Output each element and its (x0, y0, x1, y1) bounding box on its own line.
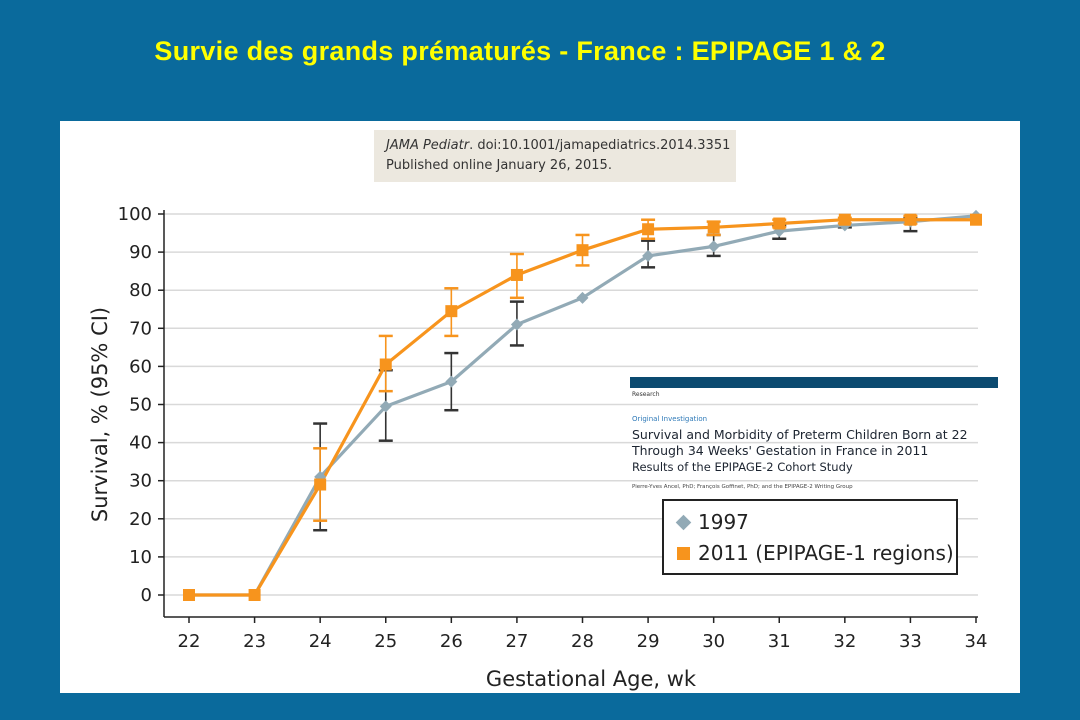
point-1997-26 (445, 375, 458, 388)
diamond-marker-icon (675, 514, 692, 530)
citation-line-2: Published online January 26, 2015. (386, 158, 612, 173)
point-2011-31 (773, 217, 786, 230)
point-1997-25 (379, 400, 392, 413)
legend-label-1997: 1997 (698, 510, 749, 534)
figure-panel: 0 10 20 30 40 50 60 70 80 90 100 22 23 24 25 26 27 28 29 30… (60, 121, 1020, 693)
y-tick-label-20: 20 (129, 509, 152, 530)
x-tick-label-26: 26 (440, 631, 463, 652)
x-tick-label-28: 28 (571, 631, 594, 652)
x-tick-label-32: 32 (833, 631, 856, 652)
x-tick-label-22: 22 (178, 631, 201, 652)
citation-doi: . doi:10.1001/jamapediatrics.2014.3351 (469, 138, 731, 153)
x-tick-label-30: 30 (702, 631, 725, 652)
y-tick-label-50: 50 (129, 395, 152, 416)
citation-box: JAMA Pediatr. doi:10.1001/jamapediatrics… (374, 130, 736, 182)
x-tick-label-34: 34 (965, 631, 988, 652)
legend-item-1997: 1997 (674, 508, 749, 536)
article-header-bar (630, 377, 998, 388)
survival-chart: 0 10 20 30 40 50 60 70 80 90 100 22 23 24 25 26 27 28 29 30… (88, 204, 988, 691)
x-tick-label-25: 25 (374, 631, 397, 652)
chart-legend: 1997 2011 (EPIPAGE-1 regions) (662, 499, 958, 575)
point-1997-30 (707, 240, 720, 253)
point-2011-33 (904, 213, 917, 226)
point-2011-24 (314, 478, 327, 491)
x-tick-label-23: 23 (243, 631, 266, 652)
y-tick-label-0: 0 (141, 585, 152, 606)
x-axis-label: Gestational Age, wk (486, 667, 697, 691)
x-tick-label-29: 29 (637, 631, 660, 652)
y-tick-label-70: 70 (129, 318, 152, 339)
point-1997-29 (642, 249, 655, 262)
point-1997-28 (576, 291, 589, 304)
slide-title: Survie des grands prématurés - France : … (154, 36, 886, 66)
legend-label-2011: 2011 (EPIPAGE-1 regions) (698, 541, 954, 565)
y-tick-label-90: 90 (129, 242, 152, 263)
y-tick-label-80: 80 (129, 280, 152, 301)
x-tick-label-31: 31 (768, 631, 791, 652)
point-2011-32 (838, 213, 851, 226)
y-tick-label-10: 10 (129, 547, 152, 568)
point-2011-34 (970, 213, 982, 226)
point-2011-23 (248, 589, 261, 601)
y-tick-label-60: 60 (129, 356, 152, 377)
point-2011-28 (576, 244, 589, 257)
x-tick-label-33: 33 (899, 631, 922, 652)
article-subtitle: Results of the EPIPAGE-2 Cohort Study (632, 460, 853, 474)
article-title: Survival and Morbidity of Preterm Childr… (632, 427, 968, 458)
article-type: Original Investigation (632, 415, 708, 423)
point-2011-30 (707, 221, 720, 234)
point-2011-22 (183, 589, 195, 601)
article-authors: Pierre-Yves Ancel, PhD; François Goffine… (632, 484, 853, 490)
article-section: Research (632, 391, 660, 398)
point-1997-31 (773, 225, 786, 238)
point-2011-26 (445, 305, 458, 318)
citation-line-1: JAMA Pediatr. doi:10.1001/jamapediatrics… (386, 136, 736, 156)
article-header: Research Original Investigation Survival… (630, 377, 1000, 497)
citation-journal: JAMA Pediatr (386, 138, 470, 153)
point-2011-25 (379, 358, 392, 371)
point-2011-29 (642, 223, 655, 236)
x-tick-label-27: 27 (505, 631, 528, 652)
y-axis-label: Survival, % (95% CI) (88, 307, 112, 522)
y-tick-label-30: 30 (129, 471, 152, 492)
y-tick-label-100: 100 (118, 204, 152, 225)
square-marker-icon (677, 546, 690, 560)
legend-item-2011: 2011 (EPIPAGE-1 regions) (674, 539, 954, 567)
point-2011-27 (510, 268, 523, 281)
x-tick-label-24: 24 (309, 631, 332, 652)
y-tick-label-40: 40 (129, 433, 152, 454)
